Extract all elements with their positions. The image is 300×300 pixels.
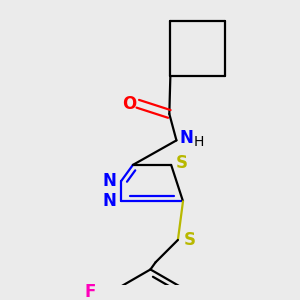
Text: S: S [175, 154, 187, 172]
Text: F: F [85, 284, 96, 300]
Text: H: H [194, 135, 204, 149]
Text: O: O [122, 95, 137, 113]
Text: N: N [103, 192, 117, 210]
Text: N: N [103, 172, 117, 190]
Text: N: N [180, 129, 194, 147]
Text: S: S [184, 231, 196, 249]
